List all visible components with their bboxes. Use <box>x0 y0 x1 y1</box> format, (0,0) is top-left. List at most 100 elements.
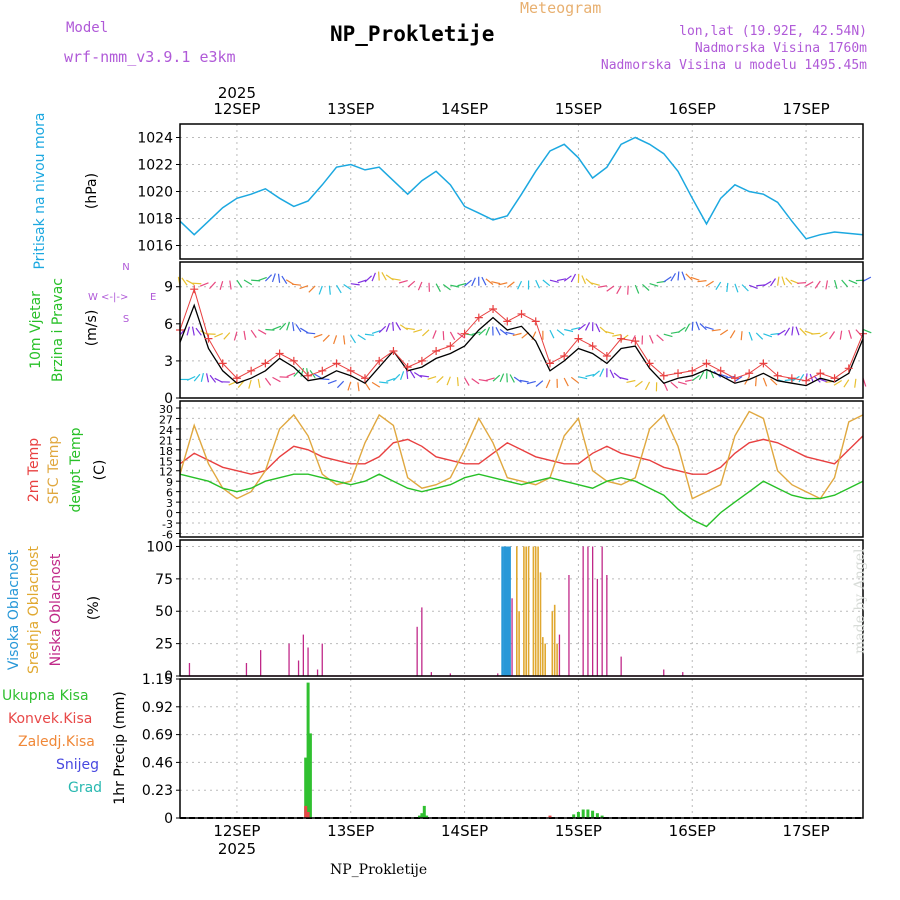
wind-direction-arrow <box>627 285 629 295</box>
cloud-bar-low <box>497 673 499 676</box>
cloud-bar-high <box>508 546 511 676</box>
temperature-ytick-label: 24 <box>159 424 173 437</box>
wind-direction-arrow <box>644 381 651 391</box>
cloud-bar-low <box>592 546 594 676</box>
wind-direction-arrow <box>350 283 360 286</box>
compass-west: W <box>88 292 98 303</box>
wind-direction-arrow <box>364 382 371 391</box>
wind-direction-arrow <box>770 332 780 336</box>
wind-direction-arrow <box>606 285 615 292</box>
wind-direction-arrow <box>517 280 523 290</box>
bottom-date-label: 13SEP <box>327 822 374 840</box>
wind-direction-arrow <box>785 277 793 285</box>
wind-direction-arrow <box>250 329 257 338</box>
wind-direction-arrow <box>563 275 572 282</box>
wind-direction-arrow <box>685 273 693 281</box>
temperature-ytick-label: 6 <box>166 487 173 500</box>
wind-direction-arrow <box>556 329 565 336</box>
wind-direction-arrow <box>186 375 196 381</box>
wind-direction-arrow <box>797 282 807 284</box>
temp-title-sfc: SFC Temp <box>46 436 62 505</box>
cloud-bar-low <box>606 575 608 676</box>
wind-direction-arrow <box>237 380 245 388</box>
cloud-bar-high <box>503 546 507 676</box>
cloud-bar-mid <box>516 546 518 676</box>
wind-direction-arrow <box>471 378 480 385</box>
clouds-ytick-label: 50 <box>155 604 173 620</box>
precipitation-ytick-label: 0.46 <box>142 755 173 771</box>
wind-direction-arrow <box>526 380 536 385</box>
wind-direction-arrow <box>350 334 357 344</box>
wind-gust-marker <box>716 366 725 375</box>
wind-gust-marker <box>275 349 284 358</box>
wind-direction-arrow <box>670 272 677 282</box>
wind-direction-arrow <box>457 282 467 287</box>
wind-direction-arrow <box>729 330 736 339</box>
precip-bar-total <box>591 810 595 818</box>
wind-gust-marker <box>432 347 441 356</box>
wind-direction-arrow <box>719 329 729 336</box>
wind-direction-arrow <box>209 374 217 383</box>
wind-direction-arrow <box>677 381 687 385</box>
wind-ytick-label: 9 <box>164 280 173 296</box>
cloud-bar-low <box>568 575 570 676</box>
wind-direction-arrow <box>386 377 396 383</box>
wind-direction-arrow <box>705 369 708 379</box>
wind-direction-arrow <box>371 330 381 334</box>
cloud-bar-mid <box>525 546 527 676</box>
wind-direction-arrow <box>690 276 700 281</box>
wind-direction-arrow <box>777 276 780 286</box>
top-date-label: 15SEP <box>555 100 602 118</box>
wind-direction-arrow <box>609 369 615 379</box>
pressure-unit: (hPa) <box>84 173 100 209</box>
wind-direction-arrow <box>784 327 791 336</box>
wind-gust-marker <box>375 356 384 365</box>
wind-direction-arrow <box>862 328 872 334</box>
wind-direction-arrow <box>336 380 345 389</box>
wind-direction-arrow <box>833 380 842 386</box>
wind-direction-arrow <box>725 375 736 379</box>
wind-direction-arrow <box>612 333 622 337</box>
cloud-unit: (%) <box>86 596 102 620</box>
wind-direction-arrow <box>498 282 508 286</box>
wind-direction-arrow <box>570 376 579 384</box>
wind-direction-arrow <box>681 271 686 281</box>
wind-direction-arrow <box>200 372 204 382</box>
wind-direction-arrow <box>257 329 267 335</box>
wind-direction-arrow <box>449 331 456 341</box>
precip-bar-convective <box>306 812 310 818</box>
wind-direction-arrow <box>677 326 686 333</box>
wind-direction-arrow <box>243 279 253 286</box>
bottom-date-label: 17SEP <box>783 822 830 840</box>
wind-direction-arrow <box>471 277 476 287</box>
wind-direction-arrow <box>829 331 836 340</box>
model-altitude-label: Nadmorska Visina u modelu 1495.45m <box>600 58 867 73</box>
cloud-bar-high <box>501 546 504 676</box>
wind-gust-marker <box>645 359 654 368</box>
cloud-bar-mid <box>518 611 520 676</box>
precip-bar-total <box>425 815 429 818</box>
wind-direction-arrow <box>233 331 238 341</box>
wind-direction-arrow <box>513 376 522 383</box>
wind-gust-marker <box>247 366 256 375</box>
wind-direction-arrow <box>563 377 569 387</box>
wind-gust-marker <box>360 374 369 383</box>
pressure-ytick-label: 1016 <box>137 239 173 255</box>
cloud-bar-mid <box>542 637 544 676</box>
wind-direction-arrow <box>699 323 707 331</box>
wind-direction-arrow <box>421 329 430 337</box>
wind-direction-arrow <box>371 272 376 282</box>
precip-unit: 1hr Precip (mm) <box>112 691 128 804</box>
cloud-bar-low <box>288 643 290 676</box>
wind-direction-arrow <box>436 376 444 384</box>
wind-direction-arrow <box>748 284 758 289</box>
meteogram-label: Meteogram <box>520 0 602 17</box>
cloud-bar-mid <box>539 572 542 676</box>
precip-bar-total <box>576 812 580 818</box>
cloud-bar-low <box>587 546 589 676</box>
wind-direction-arrow <box>848 329 852 339</box>
pressure-ytick-label: 1018 <box>137 212 173 228</box>
wind-direction-arrow <box>432 330 437 339</box>
wind-direction-arrow <box>279 322 287 331</box>
wind-direction-arrow <box>243 330 247 340</box>
